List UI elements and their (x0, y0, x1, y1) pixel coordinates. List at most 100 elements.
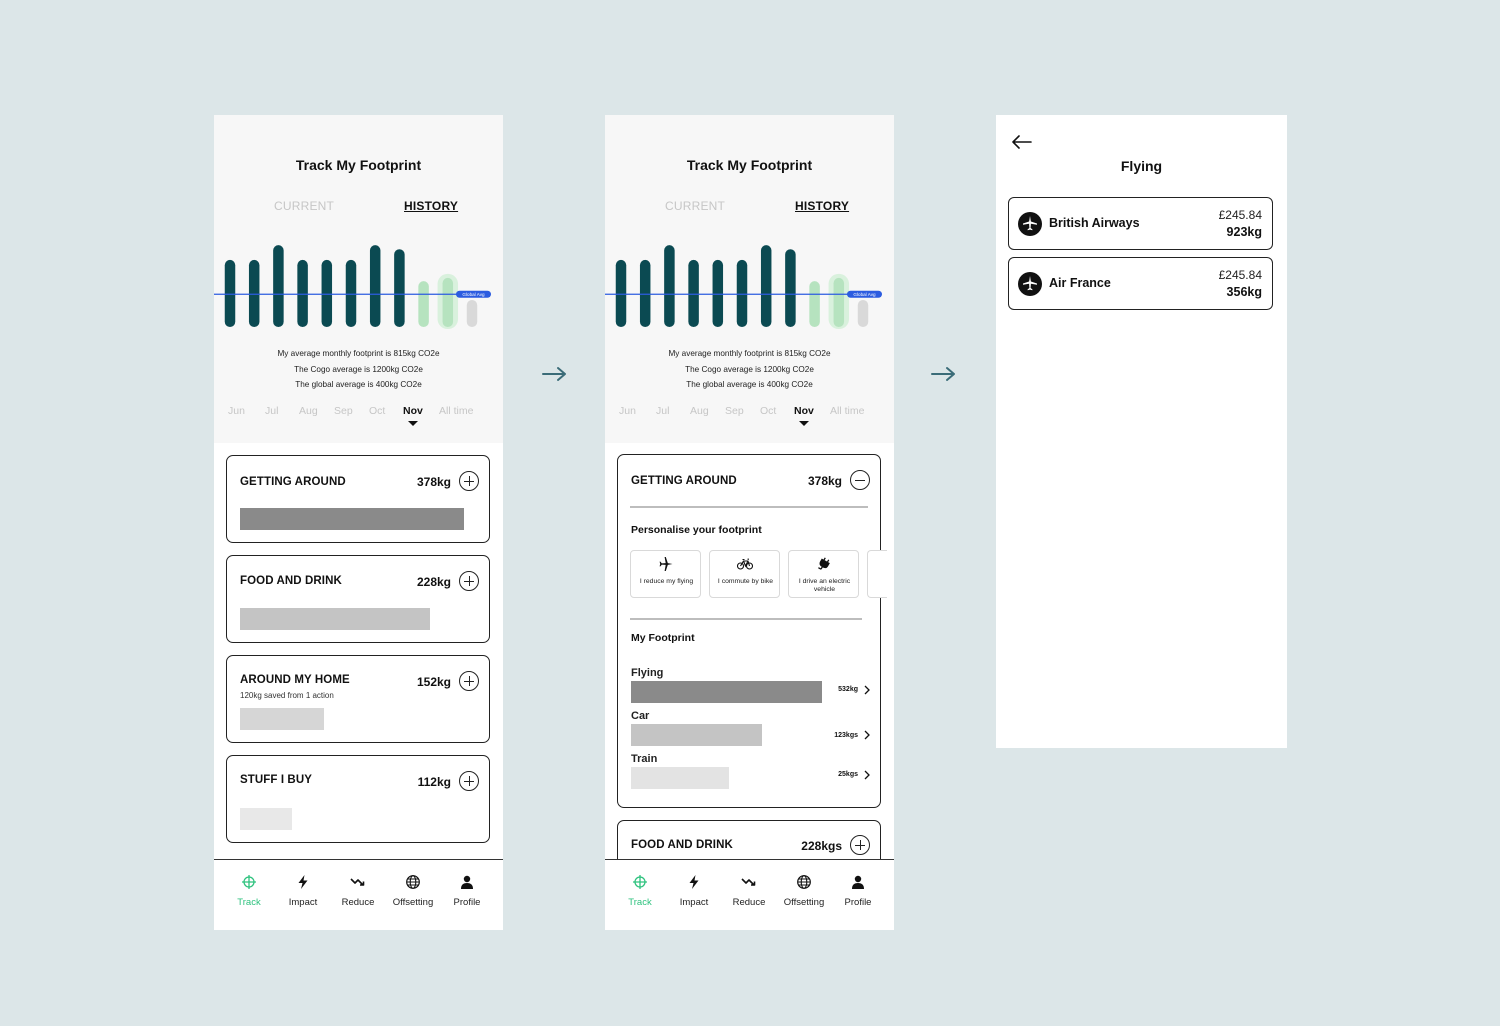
action-tile-more[interactable] (867, 550, 887, 598)
impact-icon (295, 874, 311, 890)
category-card-stuff-i-buy[interactable]: STUFF I BUY 112kg (226, 755, 490, 843)
category-card-food-and-drink[interactable]: FOOD AND DRINK 228kg (226, 555, 490, 643)
chevron-right-icon[interactable] (862, 685, 872, 695)
chart-bar[interactable] (345, 259, 357, 327)
month-sep[interactable]: Sep (334, 405, 353, 417)
expand-plus-icon[interactable] (459, 471, 479, 491)
month-jul[interactable]: Jul (265, 405, 279, 417)
category-title: STUFF I BUY (240, 774, 313, 786)
chart-bar[interactable] (394, 249, 405, 327)
nav-item-offsetting[interactable]: Offsetting (776, 860, 832, 930)
nav-item-impact[interactable]: Impact (666, 860, 722, 930)
month-oct[interactable]: Oct (760, 405, 777, 417)
nav-label: Track (237, 897, 261, 908)
chart-bar[interactable] (248, 259, 260, 327)
category-value: 228kgs (801, 839, 842, 853)
category-bar (240, 608, 430, 630)
chart-bar[interactable] (857, 300, 869, 327)
nav-item-reduce[interactable]: Reduce (721, 860, 777, 930)
chart-bar[interactable] (442, 277, 454, 327)
month-aug[interactable]: Aug (690, 405, 709, 417)
chart-bar[interactable] (833, 277, 845, 327)
flow-arrow-icon (931, 367, 955, 381)
chart-bar[interactable] (760, 245, 772, 327)
action-label: I drive an electric vehicle (798, 578, 851, 593)
airline-weight: 923kg (1226, 225, 1262, 239)
airline-card-air-france[interactable]: Air France £245.84 356kg (1008, 257, 1273, 310)
collapse-minus-icon[interactable] (850, 470, 870, 490)
nav-item-offsetting[interactable]: Offsetting (385, 860, 441, 930)
chart-bar[interactable] (273, 245, 284, 327)
chart-bar[interactable] (809, 281, 820, 327)
month-jul[interactable]: Jul (656, 405, 670, 417)
chevron-right-icon[interactable] (862, 770, 872, 780)
expand-plus-icon[interactable] (850, 835, 870, 855)
month-all-time[interactable]: All time (830, 405, 865, 417)
category-value: 112kg (417, 775, 451, 789)
nav-item-profile[interactable]: Profile (439, 860, 495, 930)
action-tile-commute-bike[interactable]: I commute by bike (709, 550, 780, 598)
breakdown-label-car: Car (631, 710, 650, 722)
airline-price: £245.84 (1218, 268, 1262, 282)
global-average-label: Global Avg (853, 292, 876, 297)
expand-plus-icon[interactable] (459, 671, 479, 691)
chart-bar[interactable] (418, 281, 429, 327)
chart-bar[interactable] (321, 259, 333, 327)
chart-bar[interactable] (712, 259, 724, 327)
nav-item-profile[interactable]: Profile (830, 860, 886, 930)
month-nov[interactable]: Nov (794, 405, 814, 417)
plane-icon (1018, 212, 1042, 236)
stat-my-average: My average monthly footprint is 815kg CO… (277, 349, 440, 358)
track-icon (632, 874, 648, 890)
month-jun[interactable]: Jun (619, 405, 636, 417)
chart-bar[interactable] (369, 245, 381, 327)
chart-bar[interactable] (664, 245, 675, 327)
category-card-around-my-home[interactable]: AROUND MY HOME 152kg 120kg saved from 1 … (226, 655, 490, 743)
selected-month-caret-icon (408, 421, 418, 426)
month-jun[interactable]: Jun (228, 405, 245, 417)
action-label: I commute by bike (717, 578, 774, 585)
chart-bar[interactable] (639, 259, 651, 327)
chart-bar[interactable] (615, 259, 627, 327)
nav-item-reduce[interactable]: Reduce (330, 860, 386, 930)
category-title: FOOD AND DRINK (631, 839, 733, 851)
action-tile-reduce-flying[interactable]: I reduce my flying (630, 550, 701, 598)
tab-history[interactable]: HISTORY (404, 199, 459, 213)
chart-bar[interactable] (736, 259, 748, 327)
airline-card-british-airways[interactable]: British Airways £245.84 923kg (1008, 197, 1273, 250)
divider (630, 506, 868, 508)
chart-bar[interactable] (785, 249, 796, 327)
chart-bar[interactable] (297, 259, 308, 327)
global-average-badge (456, 290, 491, 298)
tab-current[interactable]: CURRENT (665, 199, 726, 213)
category-bar (240, 808, 292, 830)
month-all-time[interactable]: All time (439, 405, 474, 417)
chart-bar[interactable] (224, 259, 236, 327)
nav-item-impact[interactable]: Impact (275, 860, 331, 930)
plane-icon (659, 557, 672, 571)
breakdown-bar-flying (631, 681, 822, 703)
nav-item-track[interactable]: Track (612, 860, 668, 930)
month-oct[interactable]: Oct (369, 405, 386, 417)
airline-price: £245.84 (1218, 208, 1262, 222)
category-value: 228kg (416, 575, 451, 589)
chart-bar[interactable] (466, 300, 478, 327)
expand-plus-icon[interactable] (459, 771, 479, 791)
month-sep[interactable]: Sep (725, 405, 744, 417)
chart-bar[interactable] (688, 259, 699, 327)
profile-icon (459, 874, 475, 890)
action-tile-electric-vehicle[interactable]: I drive an electric vehicle (788, 550, 859, 598)
back-arrow-icon[interactable] (1010, 134, 1032, 150)
stat-global-average: The global average is 400kg CO2e (295, 380, 422, 389)
category-card-getting-around[interactable]: GETTING AROUND 378kg (226, 455, 490, 543)
chevron-right-icon[interactable] (862, 730, 872, 740)
tab-current[interactable]: CURRENT (274, 199, 335, 213)
month-aug[interactable]: Aug (299, 405, 318, 417)
month-nov[interactable]: Nov (403, 405, 423, 417)
stat-my-average: My average monthly footprint is 815kg CO… (668, 349, 831, 358)
nav-item-track[interactable]: Track (221, 860, 277, 930)
tab-history[interactable]: HISTORY (795, 199, 850, 213)
expand-plus-icon[interactable] (459, 571, 479, 591)
nav-label: Profile (453, 897, 481, 908)
nav-label: Profile (844, 897, 872, 908)
